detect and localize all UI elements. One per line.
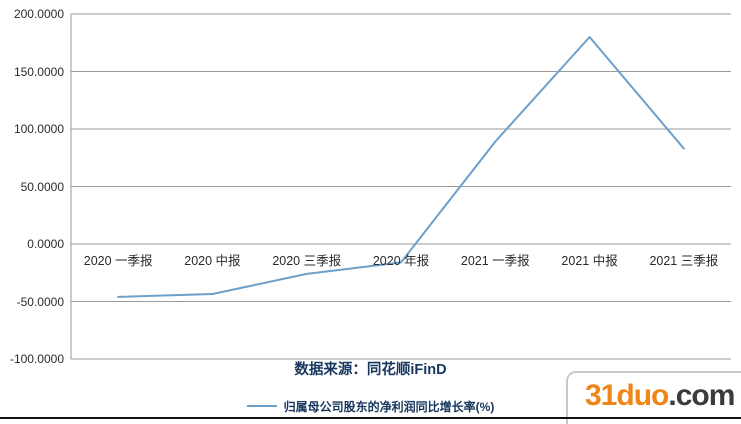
watermark-border-box (566, 371, 741, 424)
x-axis-label: 2020 一季报 (83, 254, 153, 268)
watermark-logo: 31duo.com (585, 379, 735, 413)
x-axis-label: 2021 三季报 (649, 254, 719, 268)
y-axis-tick-label: 200.0000 (13, 7, 64, 21)
watermark-suffix-text: .com (668, 379, 735, 412)
legend-series-label: 归属母公司股东的净利润同比增长率(%) (283, 399, 495, 414)
y-axis-tick-label: 50.0000 (20, 179, 64, 194)
y-axis-tick-label: 100.0000 (13, 122, 64, 136)
x-axis-label: 2020 年报 (372, 254, 430, 268)
x-axis-label: 2020 三季报 (272, 254, 342, 268)
legend: 归属母公司股东的净利润同比增长率(%) (0, 398, 741, 414)
watermark-brand-text: 31duo (585, 379, 669, 412)
data-source-note: 数据来源：同花顺iFinD (294, 362, 447, 378)
x-axis-label: 2021 一季报 (460, 254, 530, 268)
y-axis-tick-label: 0.0000 (27, 237, 64, 251)
series-line (117, 36, 685, 298)
y-axis-tick-label: -50.0000 (16, 294, 64, 309)
x-axis-label: 2020 中报 (184, 254, 241, 268)
legend-line-swatch (246, 405, 277, 407)
y-axis-tick-label: -100.0000 (9, 352, 64, 366)
bottom-divider-line (0, 417, 741, 419)
x-axis-label: 2021 中报 (561, 254, 618, 268)
y-axis-tick-label: 150.0000 (13, 64, 64, 79)
